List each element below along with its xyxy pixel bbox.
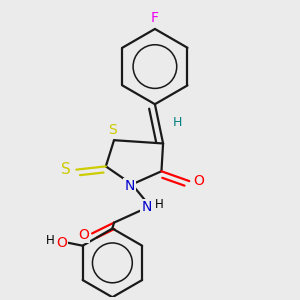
Text: O: O: [56, 236, 67, 250]
Text: O: O: [79, 228, 89, 242]
Text: F: F: [151, 11, 159, 25]
Text: S: S: [108, 123, 117, 137]
Text: N: N: [142, 200, 152, 214]
Text: N: N: [124, 179, 135, 193]
Text: H: H: [46, 234, 55, 247]
Text: H: H: [155, 199, 164, 212]
Text: H: H: [172, 116, 182, 129]
Text: O: O: [194, 174, 205, 188]
Text: S: S: [61, 162, 71, 177]
